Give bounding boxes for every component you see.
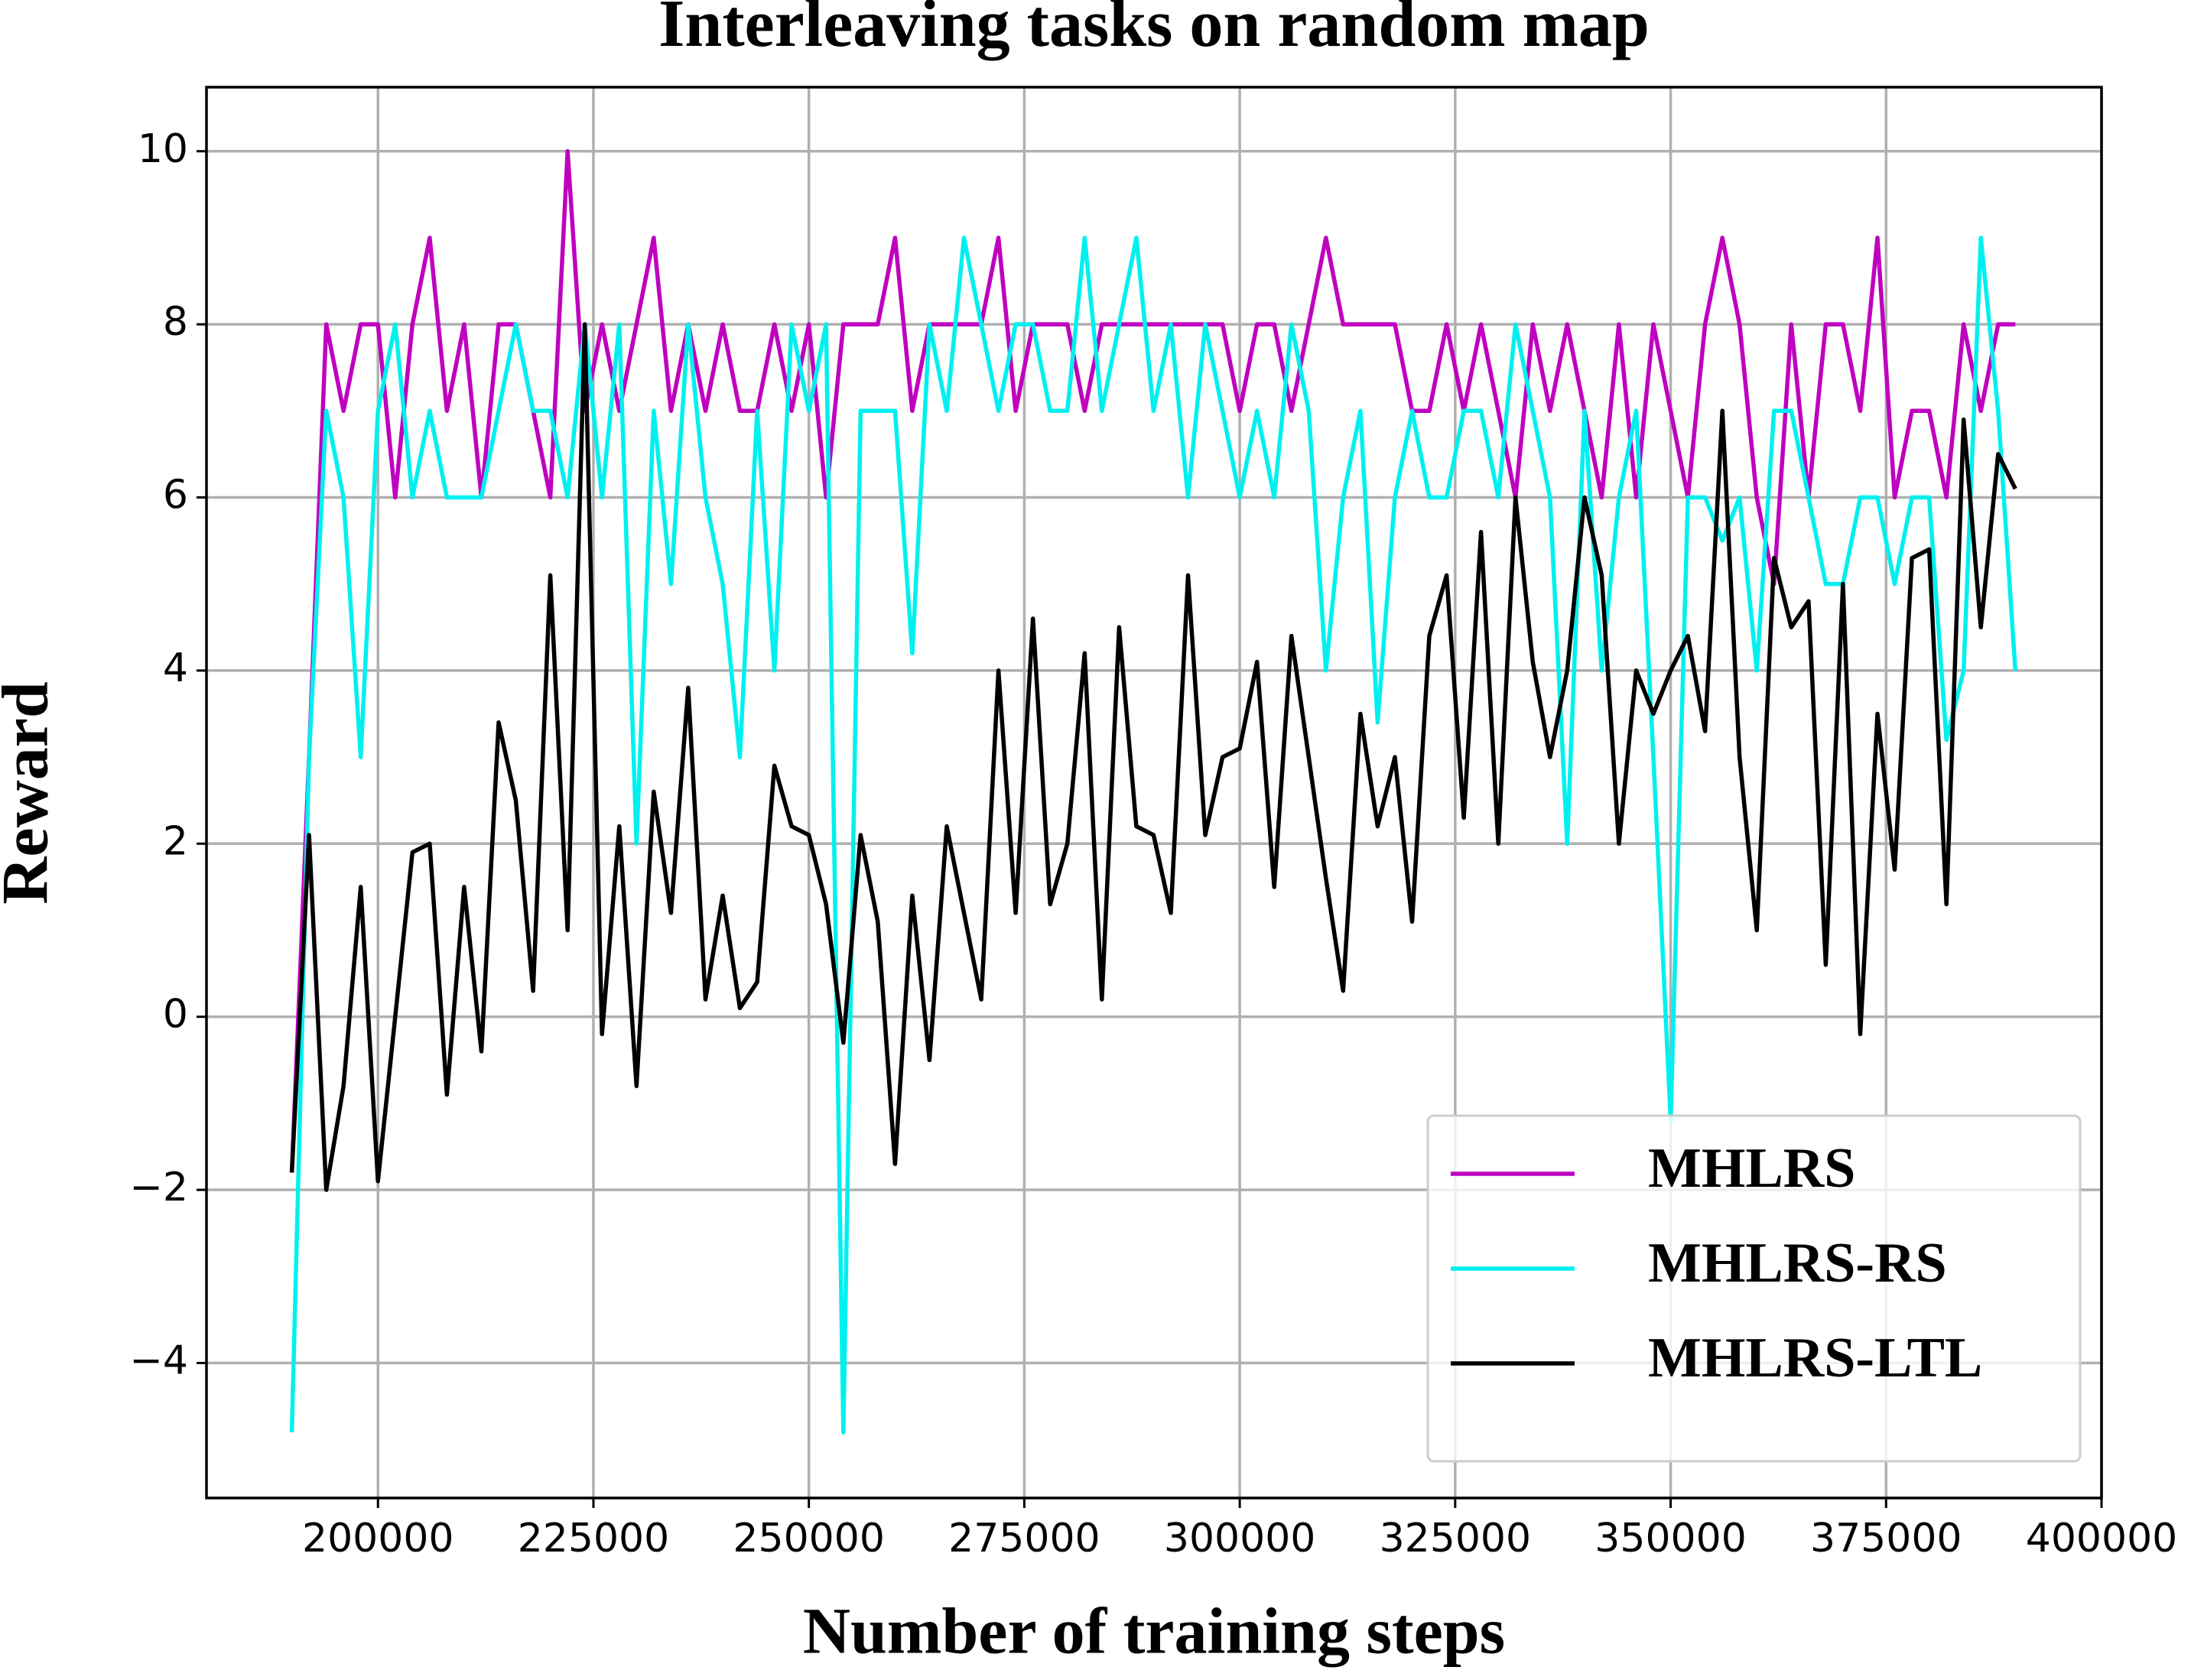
- x-tick-label: 225000: [518, 1516, 670, 1561]
- plot-frame: [205, 86, 2103, 1500]
- y-tick-label: 6: [163, 473, 188, 518]
- x-tick-label: 350000: [1594, 1516, 1747, 1561]
- series-line: [289, 322, 2017, 1192]
- x-tick-label: 250000: [733, 1516, 885, 1561]
- legend-label: MHLRS: [1648, 1137, 1855, 1200]
- y-tick-label: 2: [163, 818, 188, 864]
- x-tick-label: 300000: [1164, 1516, 1316, 1561]
- y-tick-label: 4: [163, 645, 188, 691]
- y-tick-label: 10: [138, 126, 188, 172]
- legend-box: [1426, 1114, 2082, 1463]
- x-tick-label: 325000: [1380, 1516, 1532, 1561]
- series-line: [289, 149, 2016, 1173]
- x-tick-label: 375000: [1810, 1516, 1962, 1561]
- legend: MHLRS MHLRS-RS MHLRS-LTL: [1426, 1114, 2082, 1463]
- legend-label: MHLRS-RS: [1648, 1232, 1947, 1295]
- y-tick-label: −2: [129, 1165, 188, 1210]
- legend-label: MHLRS-LTL: [1648, 1327, 1982, 1389]
- x-tick-label: 275000: [948, 1516, 1100, 1561]
- y-tick-label: 8: [163, 299, 188, 345]
- x-tick-label: 400000: [2026, 1516, 2178, 1561]
- x-axis-label: Number of training steps: [803, 1594, 1505, 1668]
- x-tick-label: 200000: [302, 1516, 454, 1561]
- y-axis-label: Reward: [0, 681, 62, 904]
- y-tick-label: −4: [129, 1337, 188, 1383]
- chart-title: Interleaving tasks on random map: [658, 0, 1650, 61]
- y-tick-label: 0: [163, 992, 188, 1038]
